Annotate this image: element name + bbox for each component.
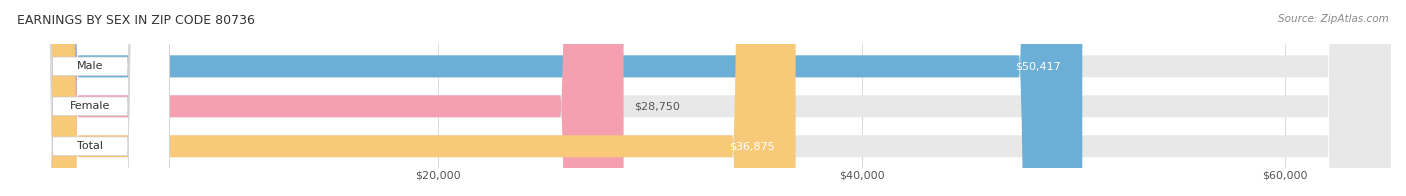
FancyBboxPatch shape [11, 0, 170, 196]
FancyBboxPatch shape [15, 0, 1391, 196]
Text: EARNINGS BY SEX IN ZIP CODE 80736: EARNINGS BY SEX IN ZIP CODE 80736 [17, 14, 254, 27]
Text: $50,417: $50,417 [1015, 61, 1062, 71]
FancyBboxPatch shape [11, 0, 170, 196]
Text: Source: ZipAtlas.com: Source: ZipAtlas.com [1278, 14, 1389, 24]
FancyBboxPatch shape [11, 0, 170, 196]
Text: Male: Male [77, 61, 104, 71]
Text: $36,875: $36,875 [728, 141, 775, 151]
FancyBboxPatch shape [15, 0, 1391, 196]
FancyBboxPatch shape [15, 0, 1083, 196]
FancyBboxPatch shape [15, 0, 796, 196]
Text: Female: Female [70, 101, 110, 111]
Text: Total: Total [77, 141, 103, 151]
Text: $28,750: $28,750 [634, 101, 681, 111]
FancyBboxPatch shape [15, 0, 1391, 196]
FancyBboxPatch shape [15, 0, 624, 196]
